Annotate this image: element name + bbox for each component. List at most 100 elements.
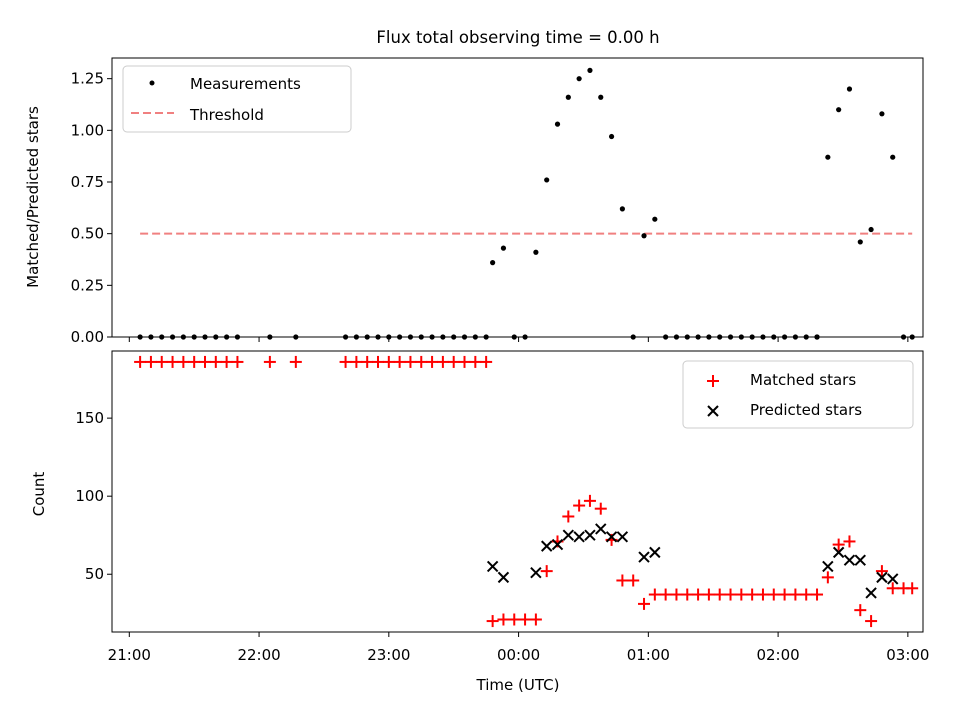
matched-point — [486, 615, 499, 628]
matched-point — [177, 355, 190, 368]
matched-point — [458, 355, 471, 368]
matched-point — [263, 355, 276, 368]
top-y-tick-label: 0.25 — [71, 276, 104, 294]
matched-point — [854, 604, 867, 617]
measurement-point — [868, 226, 874, 233]
matched-point — [800, 588, 813, 601]
matched-point — [724, 588, 737, 601]
bottom-legend: Matched stars Predicted stars — [682, 360, 914, 429]
measurement-point — [619, 206, 625, 212]
matched-point — [508, 613, 521, 626]
legend-measurements-marker — [149, 80, 155, 86]
matched-point — [627, 574, 640, 587]
matched-point — [529, 613, 542, 626]
measurement-point — [554, 121, 561, 127]
matched-point — [865, 615, 878, 628]
measurement-point — [576, 76, 582, 82]
chart-title: Flux total observing time = 0.00 h — [376, 28, 659, 47]
measurement-point — [533, 249, 539, 255]
bottom-legend-box — [682, 360, 914, 429]
matched-point — [231, 355, 244, 368]
matched-point — [702, 588, 715, 601]
predicted-point — [638, 551, 650, 563]
predicted-point — [832, 546, 845, 559]
measurement-point — [565, 94, 571, 100]
matched-point — [832, 538, 845, 551]
measurement-point — [490, 260, 496, 266]
matched-point — [188, 355, 201, 368]
matched-point — [393, 355, 406, 368]
matched-point — [648, 588, 661, 601]
top-y-tick-label: 1.00 — [71, 121, 104, 139]
matched-point — [735, 588, 748, 601]
matched-point — [166, 355, 179, 368]
predicted-point — [843, 554, 856, 566]
predicted-point — [530, 566, 542, 579]
predicted-point — [497, 571, 510, 584]
predicted-point — [887, 573, 899, 585]
matched-point — [811, 588, 824, 601]
top-y-tick-label: 0.50 — [71, 225, 104, 243]
matched-point — [906, 582, 919, 595]
bottom-axes-frame — [111, 350, 924, 633]
legend-matched-marker — [707, 375, 719, 387]
bottom-x-tick-label: 21:00 — [108, 646, 151, 664]
matched-point — [382, 355, 395, 368]
matched-point — [436, 355, 449, 368]
bottom-x-axis-label: Time (UTC) — [476, 676, 560, 694]
matched-point — [540, 565, 553, 578]
predicted-point — [865, 587, 877, 599]
bottom-x-tick-label: 01:00 — [627, 646, 670, 664]
top-panel: 0.00 0.25 0.50 0.75 1.00 1.25 Matched/Predict… — [24, 57, 924, 346]
predicted-point — [876, 571, 888, 584]
measurement-point — [641, 233, 647, 239]
matched-point — [497, 613, 510, 626]
matched-point — [350, 355, 363, 368]
predicted-point — [616, 531, 629, 543]
bottom-y-tick-label: 50 — [85, 565, 104, 583]
bottom-x-tick-label: 02:00 — [756, 646, 799, 664]
bottom-y-axis-label: Count — [30, 472, 48, 517]
matched-point — [134, 355, 147, 368]
top-axes-frame — [111, 57, 924, 338]
legend-predicted-label: Predicted stars — [750, 401, 862, 419]
measurement-point — [857, 239, 863, 245]
matched-point — [155, 355, 168, 368]
predicted-point — [486, 560, 499, 573]
top-legend-box — [122, 65, 352, 133]
measurement-point — [879, 111, 885, 117]
measurement-point — [846, 86, 853, 92]
matched-point — [875, 565, 888, 578]
matched-point — [209, 355, 222, 368]
predicted-point — [605, 531, 618, 543]
bottom-panel: 50 100 150 21:00 22:00 23:00 00:00 01:00 02:00 03… — [30, 350, 929, 694]
matched-point — [404, 355, 417, 368]
predicted-point — [562, 529, 575, 541]
matched-point — [638, 597, 651, 610]
matched-point — [789, 588, 802, 601]
matched-point — [767, 588, 780, 601]
matched-point — [681, 588, 694, 601]
legend-predicted-marker — [707, 405, 719, 417]
measurement-point — [825, 154, 831, 160]
matched-point — [821, 571, 834, 584]
matched-point — [886, 582, 899, 595]
matched-point — [594, 502, 607, 515]
predicted-point — [649, 546, 661, 559]
matched-point — [198, 355, 211, 368]
matched-point — [746, 588, 759, 601]
matched-point — [339, 355, 352, 368]
matched-point — [361, 355, 374, 368]
matched-point — [616, 574, 629, 587]
measurement-point — [544, 177, 550, 183]
legend-measurements-label: Measurements — [190, 75, 301, 93]
bottom-x-tick-label: 23:00 — [367, 646, 410, 664]
matched-point — [426, 355, 439, 368]
matched-point — [659, 588, 672, 601]
top-legend: Measurements Threshold — [122, 65, 352, 133]
predicted-point — [584, 529, 596, 541]
measurement-point — [652, 216, 658, 222]
matched-point — [670, 588, 683, 601]
matched-point — [573, 499, 586, 512]
matched-point — [220, 355, 233, 368]
